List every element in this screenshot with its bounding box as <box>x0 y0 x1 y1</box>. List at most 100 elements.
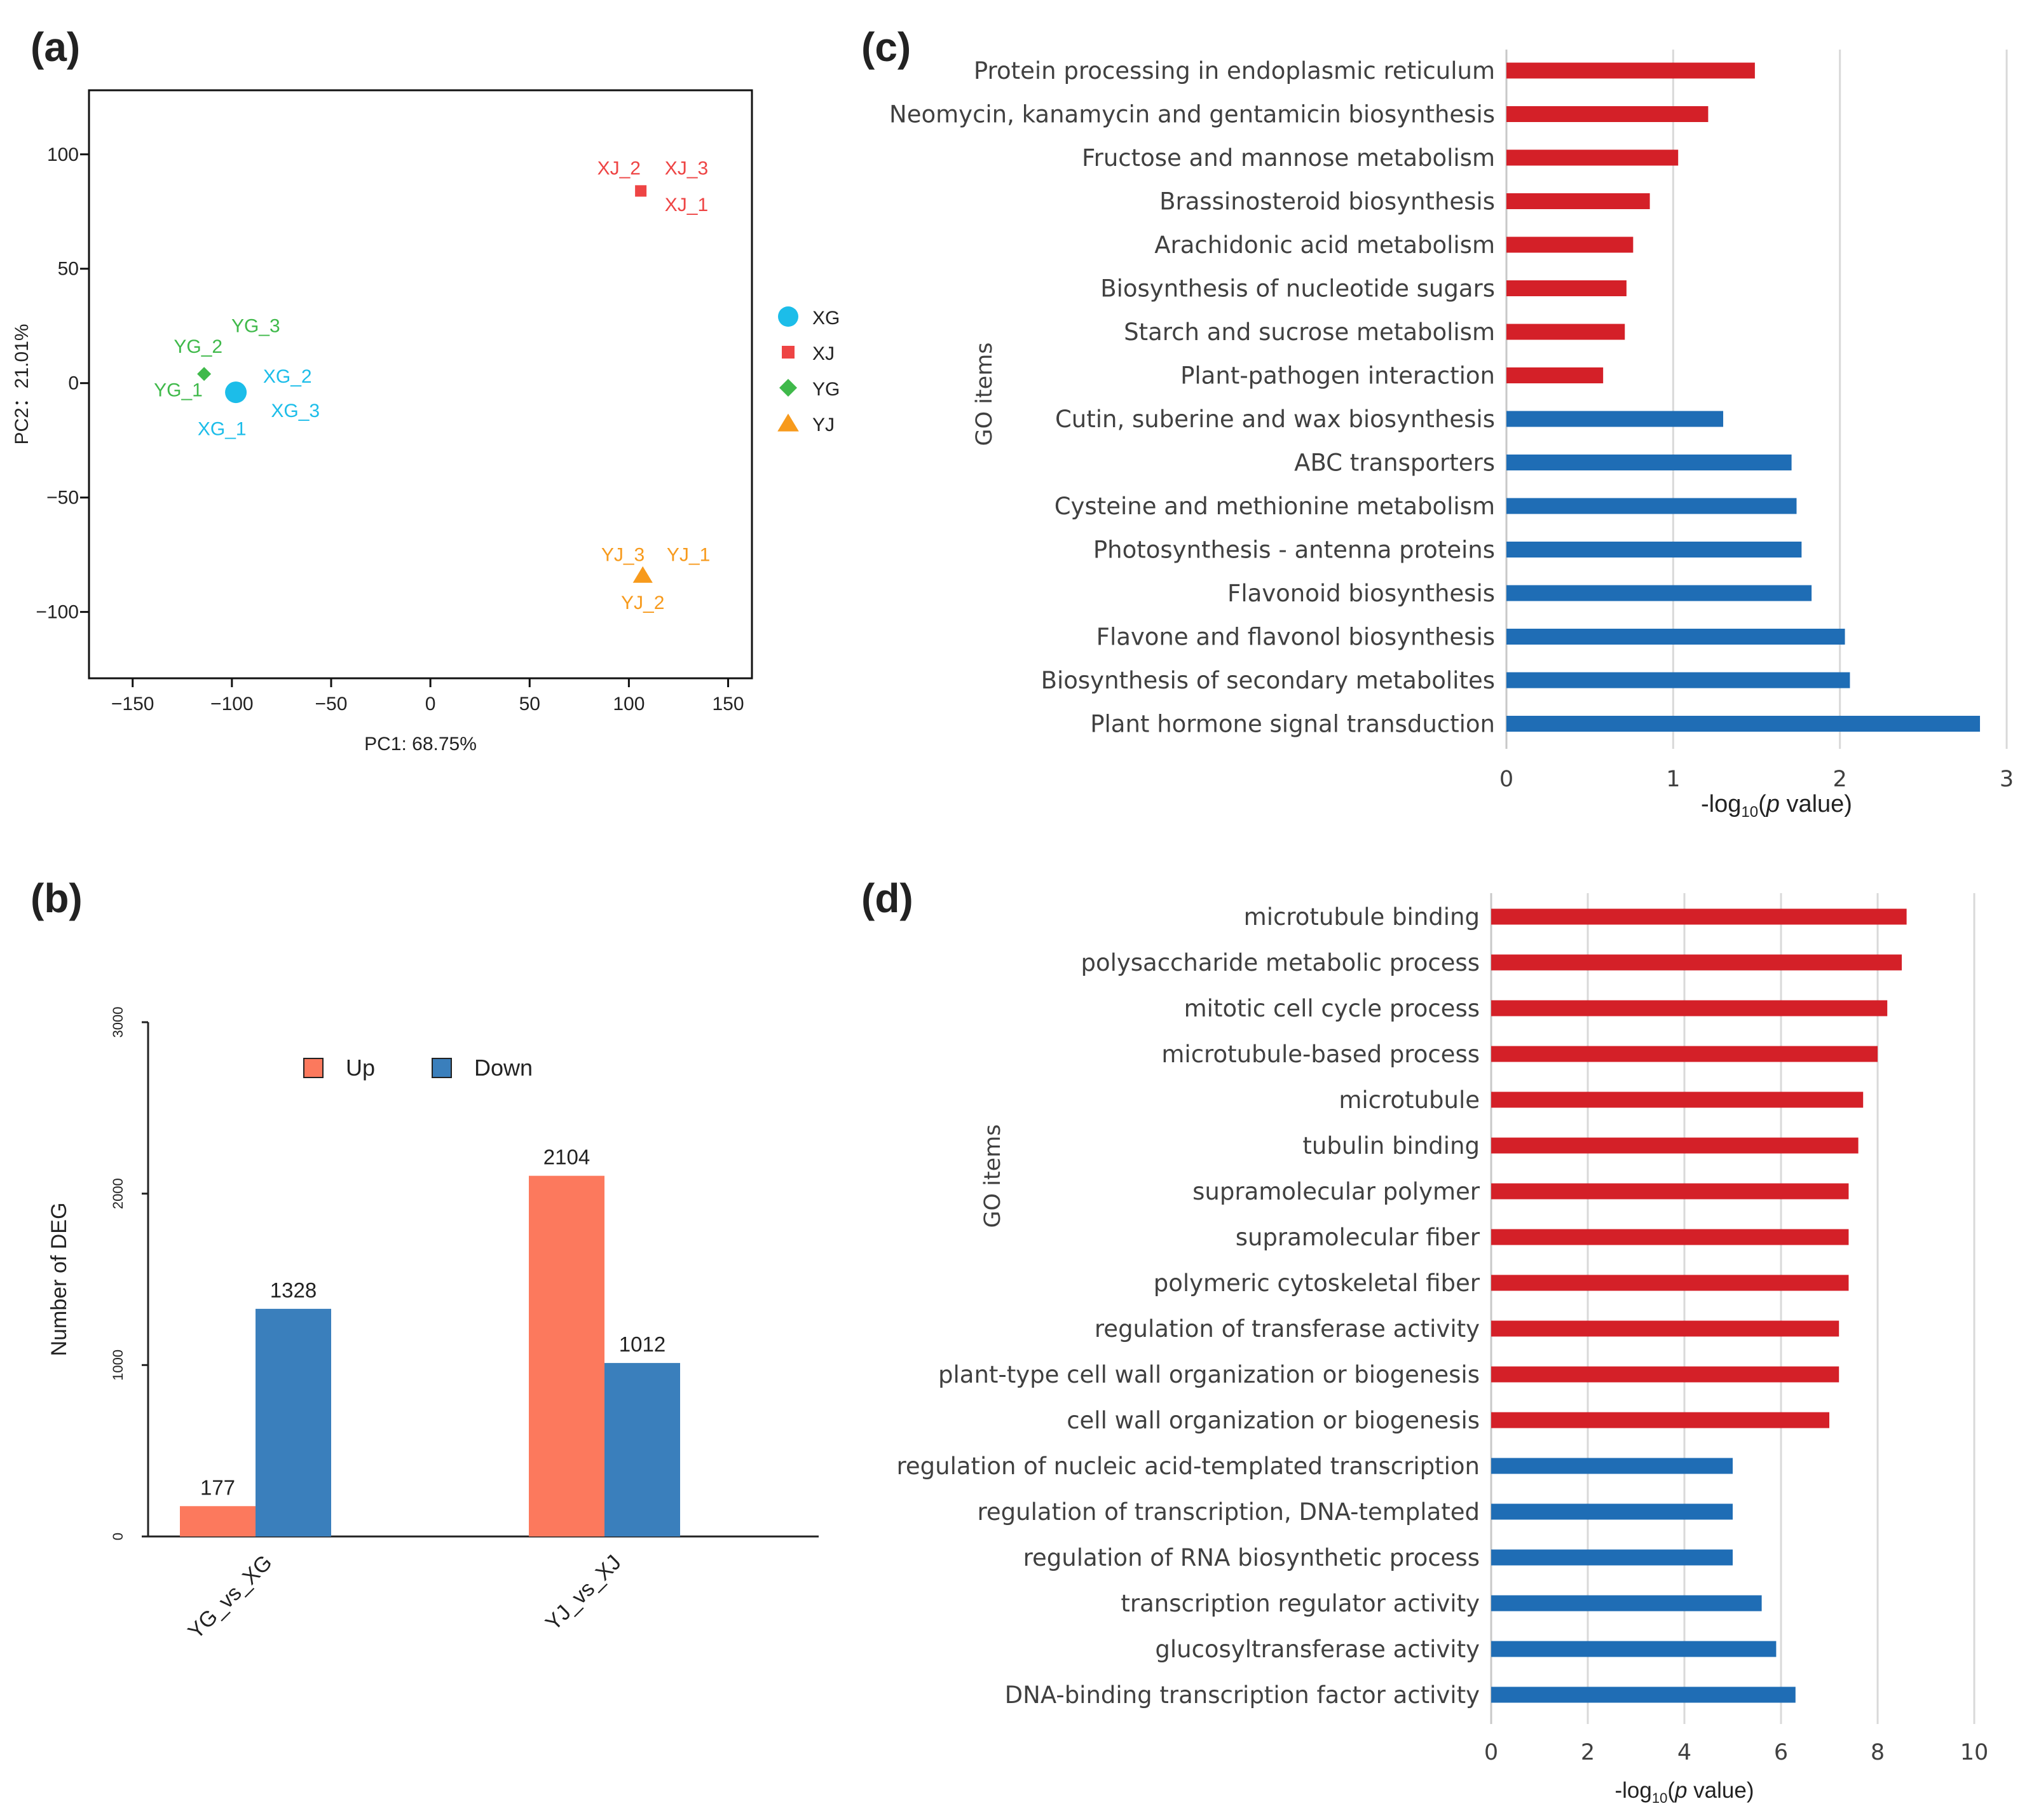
bar-down-yj_vs_xj <box>604 1363 680 1536</box>
category-label: Fructose and mannose metabolism <box>1082 144 1495 172</box>
bar-upregulated <box>1506 62 1755 79</box>
bar-up-yg_vs_xg <box>180 1506 256 1536</box>
point-label: XJ_3 <box>665 158 708 179</box>
legend-label-yg: YG <box>812 379 840 400</box>
x-tick-label: 1 <box>1666 767 1680 792</box>
bar-upregulated <box>1506 367 1604 383</box>
legend-marker-yj <box>777 413 799 432</box>
bar-downregulated <box>1506 542 1802 558</box>
y-tick-label: 50 <box>58 259 79 280</box>
plot-frame <box>88 89 753 680</box>
bar-downregulated <box>1506 716 1981 732</box>
y-tick-label: 0 <box>68 373 79 394</box>
category-label: glucosyltransferase activity <box>1155 1636 1480 1663</box>
x-axis-title: PC1: 68.75% <box>364 734 477 755</box>
point-label: XG_3 <box>271 400 320 421</box>
y-axis-title: Number of DEG <box>47 1203 71 1357</box>
bar-up-yj_vs_xj <box>529 1175 604 1536</box>
bar-value-label: 177 <box>200 1475 235 1499</box>
x-axis-title: -log10(p value) <box>1701 791 1852 821</box>
bar-upregulated <box>1506 324 1625 340</box>
x-axis-title-part: ( <box>1667 1778 1675 1803</box>
panel-b-label: (b) <box>31 875 83 921</box>
y-tick-label: 3000 <box>110 1007 126 1038</box>
bar-downregulated <box>1506 455 1792 470</box>
x-axis-title-part: 10 <box>1741 804 1758 821</box>
x-axis-title-part: value) <box>1780 791 1852 818</box>
category-label: polysaccharide metabolic process <box>1081 949 1480 976</box>
bar-upregulated <box>1506 193 1650 209</box>
bar-down-yg_vs_xg <box>256 1308 331 1536</box>
x-axis-title-part: 10 <box>1652 1790 1667 1806</box>
bar-downregulated <box>1491 1503 1733 1520</box>
point-label: XJ_1 <box>665 195 708 216</box>
x-tick-label: 50 <box>519 694 540 715</box>
category-label: polymeric cytoskeletal fiber <box>1154 1269 1480 1297</box>
bar-downregulated <box>1491 1549 1733 1566</box>
category-label: Plant-pathogen interaction <box>1180 362 1495 390</box>
x-tick-label: 2 <box>1833 767 1847 792</box>
legend-swatch-down <box>432 1058 452 1078</box>
point-label: YJ_2 <box>621 592 664 613</box>
data-point-xg <box>225 381 247 404</box>
panel-c-kegg-enrichment-chart: (c) 0 1 2 3 Protein processing in endoplasmi… <box>861 24 2014 821</box>
x-axis-title-part: ( <box>1758 791 1766 818</box>
bar-upregulated <box>1491 908 1907 925</box>
category-label: regulation of RNA biosynthetic process <box>1023 1544 1480 1571</box>
bar-downregulated <box>1491 1641 1777 1657</box>
x-tick-label: 10 <box>1960 1740 1989 1765</box>
x-category-label: YJ_vs_XJ <box>541 1550 626 1636</box>
y-tick-label: −50 <box>46 488 79 509</box>
point-label: XG_2 <box>263 366 312 387</box>
bar-upregulated <box>1491 1046 1878 1062</box>
x-axis-title-part: -log <box>1701 791 1741 818</box>
point-label: XG_1 <box>198 419 247 440</box>
bar-downregulated <box>1506 498 1797 514</box>
category-label: Biosynthesis of nucleotide sugars <box>1100 275 1495 303</box>
bar-upregulated <box>1506 149 1679 166</box>
point-label: YG_3 <box>231 316 280 337</box>
point-label: YJ_3 <box>601 545 645 566</box>
category-label: Cysteine and methionine metabolism <box>1054 493 1495 520</box>
legend-marker-xj <box>782 346 795 359</box>
category-label: Protein processing in endoplasmic reticu… <box>974 57 1495 85</box>
bar-downregulated <box>1506 629 1845 645</box>
panel-d-go-enrichment-chart: (d) 0 2 4 6 8 10 microtubule binding polysaccha… <box>861 875 1988 1806</box>
category-label: microtubule binding <box>1244 903 1480 931</box>
data-point-yj <box>632 566 653 583</box>
category-label: tubulin binding <box>1302 1132 1480 1160</box>
legend-label-yj: YJ <box>812 414 835 435</box>
category-label: regulation of nucleic acid-templated tra… <box>896 1453 1480 1480</box>
category-label: Biosynthesis of secondary metabolites <box>1041 667 1495 694</box>
x-tick-label: 150 <box>712 694 744 715</box>
point-label: YG_1 <box>154 380 203 400</box>
x-axis-title-part: value) <box>1687 1778 1754 1803</box>
bar-upregulated <box>1506 236 1634 253</box>
legend-marker-yg <box>779 379 797 397</box>
data-point-yg <box>197 367 212 381</box>
bar-downregulated <box>1506 585 1812 601</box>
x-tick-label: 8 <box>1871 1740 1885 1765</box>
x-axis-title-part: p <box>1766 791 1780 818</box>
y-tick-label: 2000 <box>110 1178 126 1209</box>
bar-upregulated <box>1491 1183 1849 1200</box>
x-tick-label: 3 <box>2000 767 2014 792</box>
x-tick-label: 0 <box>1484 1740 1498 1765</box>
bar-upregulated <box>1491 954 1902 971</box>
category-label: Photosynthesis - antenna proteins <box>1093 537 1495 564</box>
category-label: regulation of transcription, DNA-templat… <box>978 1498 1480 1526</box>
bar-downregulated <box>1491 1595 1762 1611</box>
panel-d-label: (d) <box>861 875 913 921</box>
y-axis-title: PC2：21.01% <box>11 324 32 444</box>
x-tick-label: 6 <box>1774 1740 1788 1765</box>
y-tick-label: 0 <box>110 1533 126 1540</box>
panel-c-label: (c) <box>861 24 911 70</box>
bar-upregulated <box>1491 1412 1829 1428</box>
y-tick-label: −100 <box>36 602 79 623</box>
bar-upregulated <box>1491 1000 1888 1016</box>
legend-marker-xg <box>778 306 798 327</box>
category-label: Brassinosteroid biosynthesis <box>1159 188 1495 216</box>
y-tick-label: 1000 <box>110 1350 126 1381</box>
bar-downregulated <box>1506 411 1724 427</box>
